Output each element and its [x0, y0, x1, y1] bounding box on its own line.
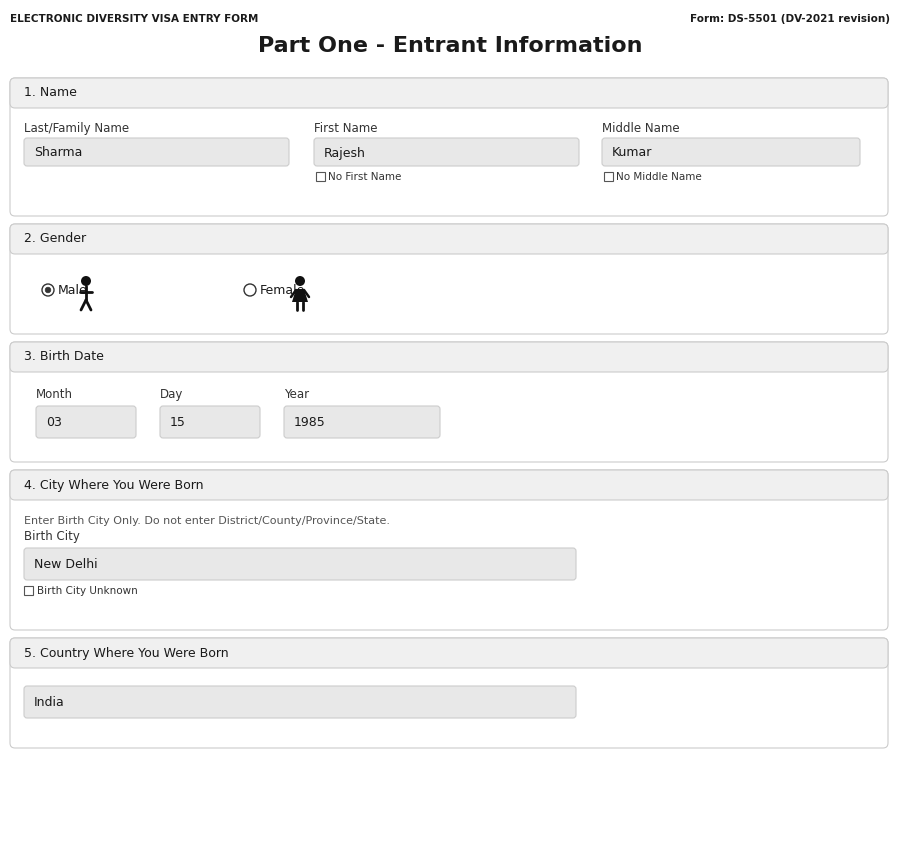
Text: Rajesh: Rajesh	[324, 146, 366, 159]
FancyBboxPatch shape	[36, 406, 136, 438]
Text: Female: Female	[260, 283, 305, 296]
Text: Middle Name: Middle Name	[602, 122, 680, 135]
Text: New Delhi: New Delhi	[34, 558, 97, 572]
Text: Month: Month	[36, 388, 73, 401]
Text: 5. Country Where You Were Born: 5. Country Where You Were Born	[24, 647, 229, 660]
Text: Last/Family Name: Last/Family Name	[24, 122, 129, 135]
Text: India: India	[34, 696, 65, 710]
FancyBboxPatch shape	[24, 138, 289, 166]
FancyBboxPatch shape	[10, 224, 888, 254]
FancyBboxPatch shape	[10, 78, 888, 108]
FancyBboxPatch shape	[10, 470, 888, 630]
Text: Form: DS-5501 (DV-2021 revision): Form: DS-5501 (DV-2021 revision)	[690, 14, 890, 24]
Text: 1. Name: 1. Name	[24, 87, 77, 100]
Text: Enter Birth City Only. Do not enter District/County/Province/State.: Enter Birth City Only. Do not enter Dist…	[24, 516, 390, 526]
Circle shape	[295, 276, 305, 286]
Text: Birth City Unknown: Birth City Unknown	[37, 585, 138, 596]
Text: Male: Male	[58, 283, 88, 296]
Text: 3. Birth Date: 3. Birth Date	[24, 351, 104, 363]
Text: No Middle Name: No Middle Name	[616, 172, 702, 181]
FancyBboxPatch shape	[10, 342, 888, 462]
Circle shape	[244, 284, 256, 296]
FancyBboxPatch shape	[24, 686, 576, 718]
Text: First Name: First Name	[314, 122, 377, 135]
FancyBboxPatch shape	[314, 138, 579, 166]
Circle shape	[45, 287, 50, 293]
Bar	[24, 586, 33, 595]
Text: Year: Year	[284, 388, 309, 401]
FancyBboxPatch shape	[10, 638, 888, 668]
FancyBboxPatch shape	[10, 470, 888, 500]
Text: No First Name: No First Name	[328, 172, 401, 181]
Text: Kumar: Kumar	[612, 146, 652, 159]
Bar	[316, 172, 325, 181]
FancyBboxPatch shape	[24, 548, 576, 580]
FancyBboxPatch shape	[10, 224, 888, 334]
FancyBboxPatch shape	[602, 138, 860, 166]
Text: Sharma: Sharma	[34, 146, 83, 159]
Text: ELECTRONIC DIVERSITY VISA ENTRY FORM: ELECTRONIC DIVERSITY VISA ENTRY FORM	[10, 14, 258, 24]
FancyBboxPatch shape	[160, 406, 260, 438]
Text: 2. Gender: 2. Gender	[24, 232, 86, 245]
Circle shape	[81, 276, 91, 286]
Circle shape	[42, 284, 54, 296]
Text: 4. City Where You Were Born: 4. City Where You Were Born	[24, 478, 203, 492]
Text: 1985: 1985	[294, 416, 326, 430]
FancyBboxPatch shape	[284, 406, 440, 438]
FancyBboxPatch shape	[10, 638, 888, 748]
Text: Birth City: Birth City	[24, 530, 80, 543]
Text: Part One - Entrant Information: Part One - Entrant Information	[257, 36, 643, 56]
FancyBboxPatch shape	[10, 342, 888, 372]
FancyBboxPatch shape	[10, 78, 888, 216]
Text: 15: 15	[170, 416, 186, 430]
Text: Day: Day	[160, 388, 184, 401]
Bar	[604, 172, 613, 181]
Polygon shape	[292, 289, 308, 302]
Text: 03: 03	[46, 416, 62, 430]
